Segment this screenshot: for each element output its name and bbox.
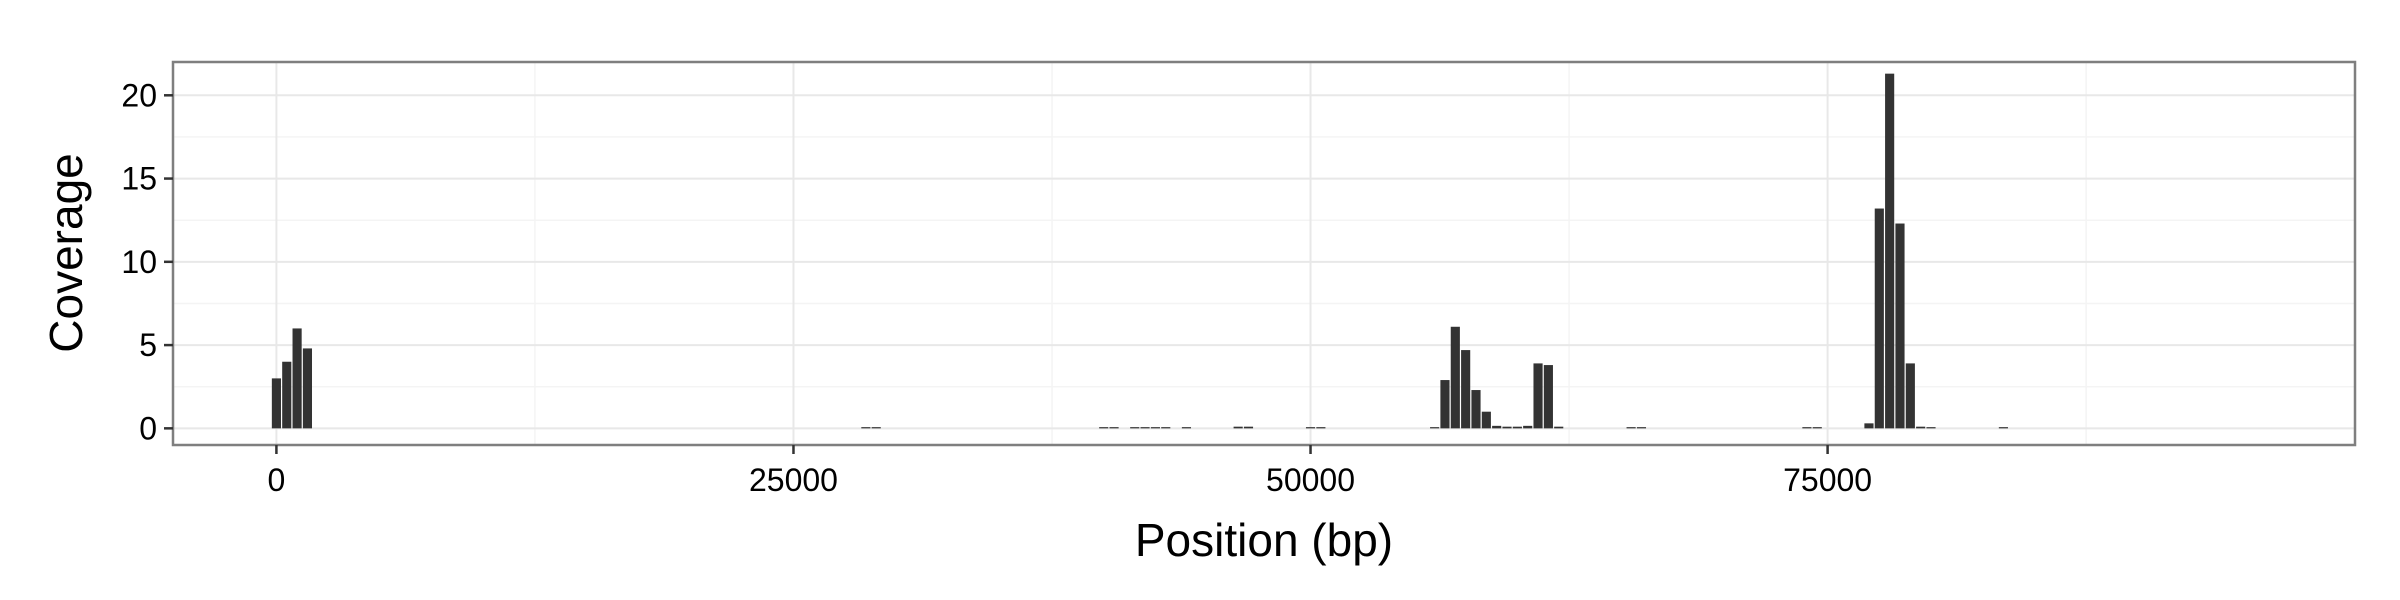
coverage-bar — [1998, 427, 2008, 429]
coverage-bar — [861, 427, 871, 429]
coverage-bar — [871, 427, 881, 429]
coverage-bar — [1109, 427, 1119, 429]
y-tick-label: 10 — [121, 244, 157, 280]
coverage-bar — [1533, 363, 1543, 429]
coverage-bar — [1512, 426, 1522, 429]
y-tick-label: 5 — [139, 327, 157, 363]
coverage-bar — [1626, 427, 1636, 429]
coverage-bar — [1905, 363, 1915, 429]
coverage-bar — [1895, 223, 1905, 429]
y-axis-title: Coverage — [40, 153, 92, 352]
x-tick-label: 75000 — [1783, 462, 1872, 498]
coverage-bar — [1523, 425, 1533, 429]
x-tick-label: 50000 — [1266, 462, 1355, 498]
coverage-bar — [292, 328, 302, 429]
x-tick-label: 25000 — [749, 462, 838, 498]
y-tick-label: 0 — [139, 410, 157, 446]
coverage-bar — [282, 361, 292, 429]
x-axis-ticks: 0 25000 50000 75000 — [268, 445, 1872, 498]
coverage-bar — [271, 378, 281, 429]
coverage-bar — [1130, 427, 1140, 429]
coverage-bar — [1926, 427, 1936, 429]
coverage-bar — [1440, 380, 1450, 429]
coverage-bars — [271, 73, 2008, 429]
coverage-bar — [302, 348, 313, 429]
coverage-bar — [1161, 427, 1171, 429]
coverage-bar — [1450, 326, 1460, 429]
coverage-bar — [1461, 350, 1471, 429]
coverage-bar — [1471, 390, 1481, 429]
coverage-bar — [1802, 427, 1812, 429]
grid-major-lines — [173, 62, 2355, 445]
x-axis-title: Position (bp) — [1135, 514, 1393, 566]
coverage-bar — [1233, 426, 1243, 429]
coverage-bar — [1916, 426, 1926, 429]
coverage-bar — [1864, 423, 1874, 429]
coverage-bar — [1874, 208, 1884, 429]
coverage-bar — [1502, 426, 1512, 429]
coverage-bar — [1181, 427, 1192, 429]
coverage-bar — [1243, 426, 1254, 429]
coverage-bar — [1316, 427, 1326, 429]
coverage-bar — [1305, 427, 1316, 429]
coverage-bar — [1140, 427, 1150, 429]
coverage-bar — [1885, 73, 1895, 429]
coverage-bar — [1636, 427, 1647, 429]
coverage-bar — [1430, 427, 1440, 429]
coverage-bar — [1543, 365, 1553, 429]
coverage-bar — [1812, 427, 1822, 429]
grid-minor-lines — [173, 62, 2355, 445]
x-tick-label: 0 — [268, 462, 286, 498]
coverage-bar — [1492, 425, 1502, 429]
coverage-bar — [1481, 411, 1491, 429]
plot-panel — [173, 62, 2355, 445]
y-tick-label: 20 — [121, 77, 157, 113]
coverage-bar — [1150, 427, 1160, 429]
coverage-bar — [1554, 426, 1564, 429]
panel-border — [171, 60, 2357, 447]
y-tick-label: 15 — [121, 161, 157, 197]
coverage-bar — [1099, 427, 1109, 429]
y-axis-ticks: 0 5 10 15 20 — [121, 77, 173, 446]
